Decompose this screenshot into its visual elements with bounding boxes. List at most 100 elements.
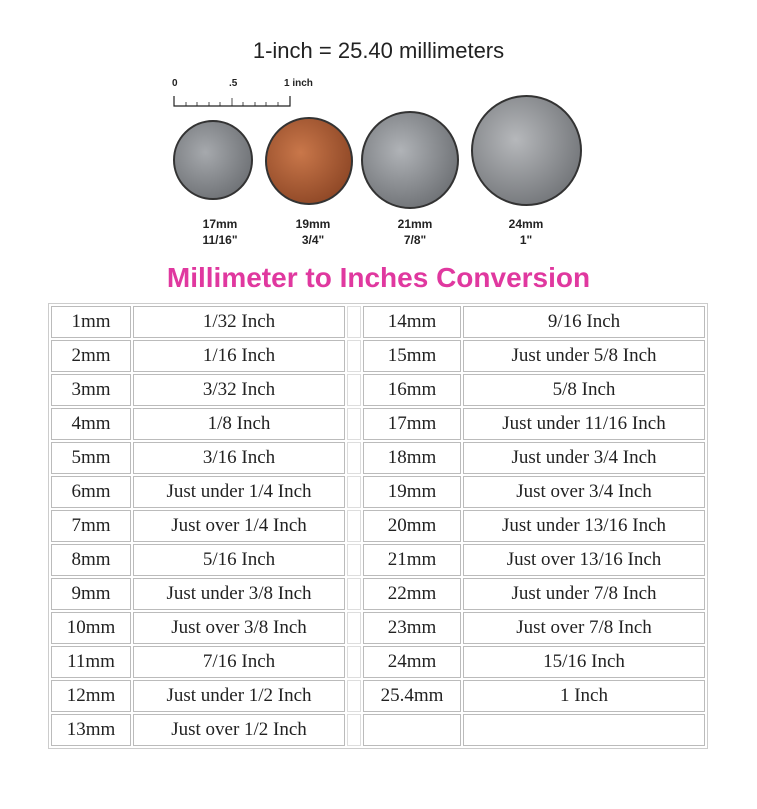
mm-cell: 17mm (363, 408, 461, 440)
inch-cell: 1/16 Inch (133, 340, 345, 372)
ruler-icon (173, 96, 291, 107)
table-row: 11mm 7/16 Inch 24mm 15/16 Inch (51, 646, 705, 678)
table-row: 2mm 1/16 Inch 15mm Just under 5/8 Inch (51, 340, 705, 372)
inch-cell: 15/16 Inch (463, 646, 705, 678)
penny-label: 19mm 3/4" (273, 216, 353, 248)
table-row: 13mm Just over 1/2 Inch (51, 714, 705, 746)
inch-cell: Just under 3/4 Inch (463, 442, 705, 474)
mm-cell: 19mm (363, 476, 461, 508)
mm-cell: 14mm (363, 306, 461, 338)
mm-cell: 4mm (51, 408, 131, 440)
mm-cell: 3mm (51, 374, 131, 406)
column-gap (347, 442, 361, 474)
column-gap (347, 646, 361, 678)
mm-cell: 20mm (363, 510, 461, 542)
coin-inch: 11/16" (202, 233, 238, 247)
inch-cell (463, 714, 705, 746)
coin-mm: 19mm (295, 217, 331, 231)
inch-cell: Just under 7/8 Inch (463, 578, 705, 610)
table-row: 7mm Just over 1/4 Inch 20mm Just under 13/1… (51, 510, 705, 542)
mm-cell: 11mm (51, 646, 131, 678)
mm-cell: 8mm (51, 544, 131, 576)
column-gap (347, 680, 361, 712)
table-row: 5mm 3/16 Inch 18mm Just under 3/4 Inch (51, 442, 705, 474)
table-row: 6mm Just under 1/4 Inch 19mm Just over 3/4 … (51, 476, 705, 508)
column-gap (347, 374, 361, 406)
inch-cell: Just under 3/8 Inch (133, 578, 345, 610)
inch-cell: 9/16 Inch (463, 306, 705, 338)
inch-cell: 5/16 Inch (133, 544, 345, 576)
table-row: 9mm Just under 3/8 Inch 22mm Just under 7/8… (51, 578, 705, 610)
inch-cell: 5/8 Inch (463, 374, 705, 406)
inch-cell: Just under 1/4 Inch (133, 476, 345, 508)
inch-cell: 3/32 Inch (133, 374, 345, 406)
table-row: 8mm 5/16 Inch 21mm Just over 13/16 Inch (51, 544, 705, 576)
column-gap (347, 578, 361, 610)
mm-cell: 13mm (51, 714, 131, 746)
column-gap (347, 714, 361, 746)
mm-cell: 9mm (51, 578, 131, 610)
dime-image (173, 120, 253, 200)
nickel-image (361, 111, 459, 209)
quarter-label: 24mm 1" (486, 216, 566, 248)
inch-cell: 1 Inch (463, 680, 705, 712)
table-row: 10mm Just over 3/8 Inch 23mm Just over 7/8 … (51, 612, 705, 644)
table-row: 12mm Just under 1/2 Inch 25.4mm 1 Inch (51, 680, 705, 712)
inch-cell: Just under 13/16 Inch (463, 510, 705, 542)
column-gap (347, 544, 361, 576)
coin-mm: 21mm (397, 217, 433, 231)
dime-label: 17mm 11/16" (180, 216, 260, 248)
column-gap (347, 340, 361, 372)
mm-cell: 18mm (363, 442, 461, 474)
ruler-label-1inch: 1 inch (284, 78, 313, 89)
inch-cell: 1/8 Inch (133, 408, 345, 440)
ruler-label-half: .5 (229, 78, 238, 89)
ruler-label-0: 0 (172, 78, 178, 89)
coin-inch: 3/4" (301, 233, 325, 247)
inch-cell: Just over 1/2 Inch (133, 714, 345, 746)
mm-cell: 2mm (51, 340, 131, 372)
mm-cell: 21mm (363, 544, 461, 576)
table-row: 4mm 1/8 Inch 17mm Just under 11/16 Inch (51, 408, 705, 440)
inch-cell: 1/32 Inch (133, 306, 345, 338)
inch-cell: 3/16 Inch (133, 442, 345, 474)
coin-mm: 24mm (508, 217, 544, 231)
mm-cell: 5mm (51, 442, 131, 474)
mm-cell: 7mm (51, 510, 131, 542)
penny-image (265, 117, 353, 205)
mm-cell: 10mm (51, 612, 131, 644)
coin-mm: 17mm (202, 217, 238, 231)
column-gap (347, 510, 361, 542)
inch-cell: Just over 3/4 Inch (463, 476, 705, 508)
mm-cell: 23mm (363, 612, 461, 644)
inch-cell: Just over 3/8 Inch (133, 612, 345, 644)
mm-cell: 12mm (51, 680, 131, 712)
column-gap (347, 476, 361, 508)
conversion-table: 1mm 1/32 Inch 14mm 9/16 Inch 2mm 1/16 Inch 15m… (48, 303, 708, 749)
mm-cell (363, 714, 461, 746)
mm-cell: 6mm (51, 476, 131, 508)
nickel-label: 21mm 7/8" (375, 216, 455, 248)
conversion-heading: Millimeter to Inches Conversion (166, 262, 591, 293)
inch-cell: Just over 7/8 Inch (463, 612, 705, 644)
table-row: 1mm 1/32 Inch 14mm 9/16 Inch (51, 306, 705, 338)
coin-inch: 1" (519, 233, 533, 247)
coin-inch: 7/8" (403, 233, 427, 247)
mm-cell: 15mm (363, 340, 461, 372)
inch-cell: Just over 1/4 Inch (133, 510, 345, 542)
page-title: 1-inch = 25.40 millimeters (252, 38, 505, 63)
mm-cell: 22mm (363, 578, 461, 610)
table-row: 3mm 3/32 Inch 16mm 5/8 Inch (51, 374, 705, 406)
inch-cell: Just over 13/16 Inch (463, 544, 705, 576)
inch-cell: 7/16 Inch (133, 646, 345, 678)
mm-cell: 24mm (363, 646, 461, 678)
quarter-image (471, 95, 582, 206)
column-gap (347, 408, 361, 440)
column-gap (347, 306, 361, 338)
inch-cell: Just under 5/8 Inch (463, 340, 705, 372)
inch-cell: Just under 11/16 Inch (463, 408, 705, 440)
inch-cell: Just under 1/2 Inch (133, 680, 345, 712)
mm-cell: 25.4mm (363, 680, 461, 712)
mm-cell: 16mm (363, 374, 461, 406)
mm-cell: 1mm (51, 306, 131, 338)
